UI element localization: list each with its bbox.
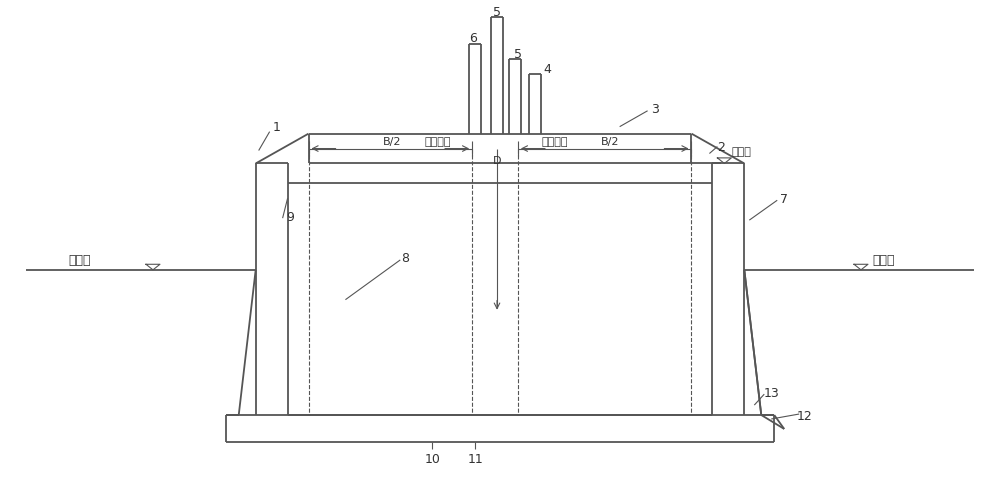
Text: 7: 7 xyxy=(780,192,788,205)
Text: 地面线: 地面线 xyxy=(68,254,90,267)
Text: 2: 2 xyxy=(717,141,725,154)
Text: 12: 12 xyxy=(796,408,812,422)
Text: 13: 13 xyxy=(763,386,779,399)
Text: 5: 5 xyxy=(493,6,501,19)
Text: 10: 10 xyxy=(424,452,440,466)
Text: B/2: B/2 xyxy=(600,136,619,146)
Text: D: D xyxy=(493,156,501,166)
Text: 4: 4 xyxy=(543,63,551,76)
Text: 5: 5 xyxy=(514,47,522,61)
Text: 线路中心: 线路中心 xyxy=(425,136,451,146)
Text: 地面线: 地面线 xyxy=(731,146,751,156)
Text: 线路中心: 线路中心 xyxy=(542,136,568,146)
Text: 地面线: 地面线 xyxy=(873,254,895,267)
Text: 6: 6 xyxy=(469,32,477,44)
Text: 9: 9 xyxy=(287,210,295,223)
Text: 3: 3 xyxy=(651,103,659,116)
Text: B/2: B/2 xyxy=(383,136,402,146)
Text: 8: 8 xyxy=(401,252,409,265)
Text: 1: 1 xyxy=(273,121,281,134)
Text: 11: 11 xyxy=(467,452,483,466)
